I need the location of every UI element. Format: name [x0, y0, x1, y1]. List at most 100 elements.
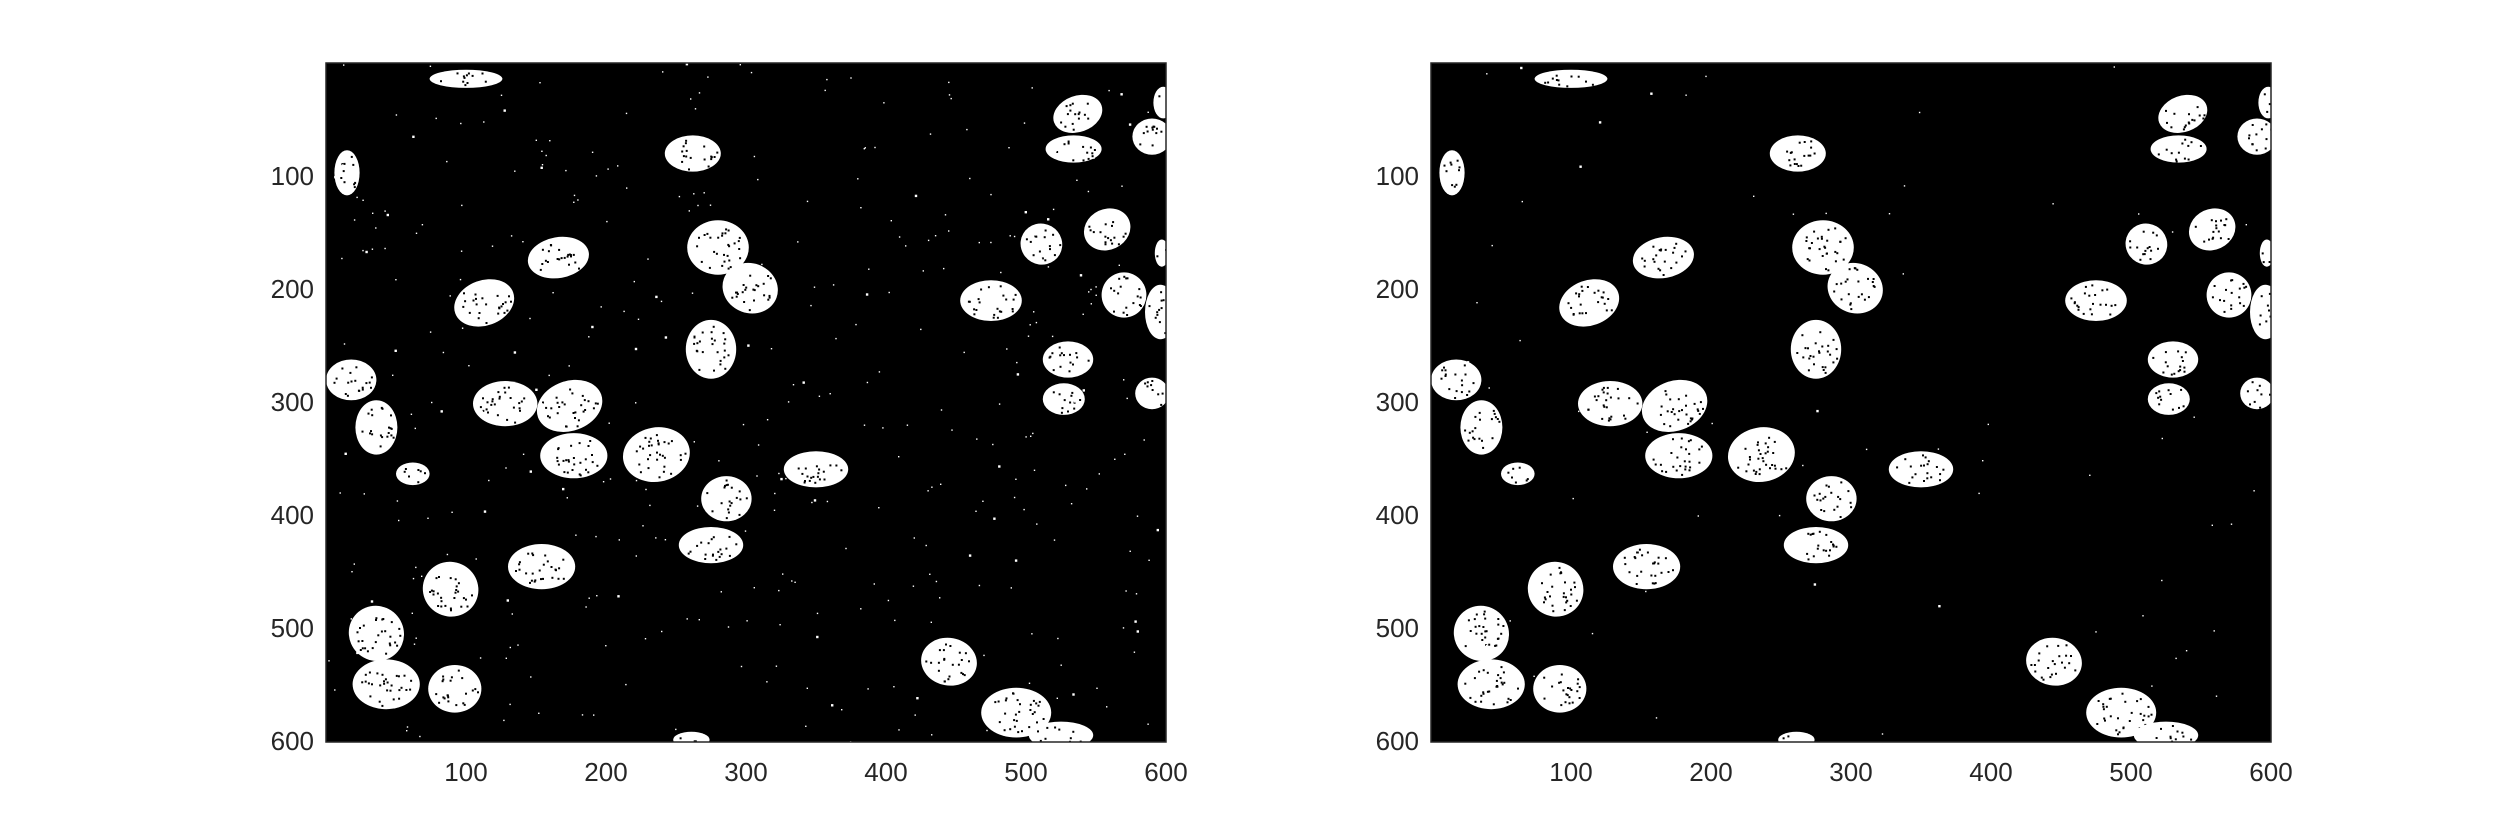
nucleus-speckle [358, 389, 361, 392]
nucleus-speckle [1571, 701, 1574, 704]
nucleus-speckle [642, 447, 645, 450]
nucleus-speckle [711, 343, 714, 346]
nucleus-speckle [1049, 248, 1051, 251]
nucleus-speckle [1652, 458, 1655, 461]
nucleus [1769, 135, 1826, 172]
noise-pixel [568, 365, 570, 367]
nucleus-speckle [1031, 713, 1034, 715]
noise-pixel [693, 193, 695, 195]
noise-pixel [773, 509, 776, 511]
noise-pixel [770, 348, 773, 350]
nucleus-speckle [1659, 463, 1662, 466]
nucleus-speckle [1518, 466, 1521, 469]
noise-pixel [1008, 147, 1010, 149]
nucleus-speckle [722, 332, 725, 335]
nucleus-speckle [520, 400, 523, 403]
nucleus-speckle [2101, 289, 2104, 292]
nucleus-speckle [1139, 296, 1142, 299]
noise-pixel [334, 176, 337, 179]
nucleus-speckle [1070, 394, 1073, 397]
nucleus-speckle [386, 681, 389, 684]
nucleus-speckle [424, 472, 426, 475]
right-x-tick-label: 500 [2109, 757, 2152, 787]
nucleus-speckle [1909, 465, 1912, 468]
noise-pixel [878, 507, 880, 509]
nucleus-speckle [2142, 253, 2145, 256]
nucleus-speckle [512, 406, 515, 409]
nucleus-speckle [713, 156, 716, 158]
nucleus [1145, 284, 1166, 340]
nucleus-speckle [1004, 712, 1007, 715]
nucleus-speckle [1557, 79, 1560, 82]
nucleus [2237, 118, 2271, 155]
nucleus-speckle [993, 313, 996, 316]
nucleus-speckle [503, 311, 506, 314]
noise-pixel [386, 213, 389, 217]
nucleus-speckle [2077, 308, 2080, 311]
noise-pixel [929, 133, 932, 135]
noise-pixel [1888, 213, 1891, 215]
nucleus-speckle [1832, 545, 1835, 548]
nucleus-speckle [1672, 408, 1675, 411]
nucleus-speckle [1804, 347, 1807, 350]
nucleus-speckle [661, 454, 664, 457]
nucleus-speckle [723, 260, 726, 263]
nucleus-speckle [2165, 109, 2167, 112]
nucleus-speckle [507, 386, 510, 389]
nucleus-speckle [532, 554, 535, 557]
right-y-tick-label: 100 [1376, 161, 1419, 191]
noise-pixel [1016, 373, 1020, 376]
nucleus-speckle [1602, 386, 1605, 389]
noise-pixel [698, 92, 701, 94]
nucleus-speckle [1088, 225, 1091, 228]
nucleus-speckle [698, 236, 700, 239]
nucleus-speckle [558, 567, 561, 570]
nucleus-speckle [1849, 303, 1852, 306]
nucleus-speckle [1857, 295, 1860, 298]
nucleus-speckle [2164, 361, 2167, 364]
nucleus-speckle [704, 553, 707, 556]
nucleus-speckle [443, 697, 446, 700]
nucleus-speckle [2166, 365, 2169, 368]
noise-pixel [794, 581, 796, 583]
noise-pixel [483, 510, 487, 513]
nucleus-speckle [2223, 310, 2226, 313]
noise-pixel [685, 63, 689, 66]
noise-pixel [608, 422, 610, 424]
noise-pixel [1591, 632, 1594, 635]
noise-pixel [415, 566, 417, 569]
nucleus-speckle [1169, 306, 1171, 308]
nucleus-speckle [533, 580, 536, 583]
nucleus-speckle [1089, 229, 1092, 232]
nucleus-speckle [762, 282, 765, 285]
noise-pixel [2211, 524, 2213, 526]
noise-pixel [645, 488, 647, 491]
nucleus-speckle [2147, 705, 2150, 708]
nucleus-speckle [998, 721, 1001, 724]
nucleus-speckle [2149, 258, 2152, 261]
nucleus-speckle [1440, 377, 1443, 380]
nucleus-speckle [743, 301, 746, 303]
noise-pixel [421, 224, 424, 226]
nucleus-speckle [1078, 111, 1081, 114]
nucleus-speckle [1444, 369, 1447, 372]
nucleus-speckle [1034, 235, 1037, 238]
nucleus-speckle [557, 448, 560, 451]
nucleus-speckle [2215, 224, 2218, 227]
nucleus-speckle [724, 338, 727, 341]
nucleus-speckle [2265, 138, 2268, 141]
nucleus-speckle [1063, 143, 1066, 146]
nucleus-speckle [1551, 77, 1554, 80]
nucleus-speckle [1807, 532, 1810, 535]
noise-pixel [375, 227, 377, 229]
nucleus-speckle [449, 577, 452, 580]
nucleus-speckle [2184, 351, 2187, 354]
nucleus-speckle [1032, 254, 1035, 257]
nucleus-speckle [2070, 297, 2073, 300]
nucleus-speckle [1825, 252, 1828, 255]
nucleus-speckle [1069, 401, 1072, 404]
nucleus-speckle [710, 331, 713, 334]
nucleus-speckle [2151, 743, 2153, 745]
nucleus [1534, 69, 1608, 88]
nucleus-speckle [1091, 155, 1094, 158]
